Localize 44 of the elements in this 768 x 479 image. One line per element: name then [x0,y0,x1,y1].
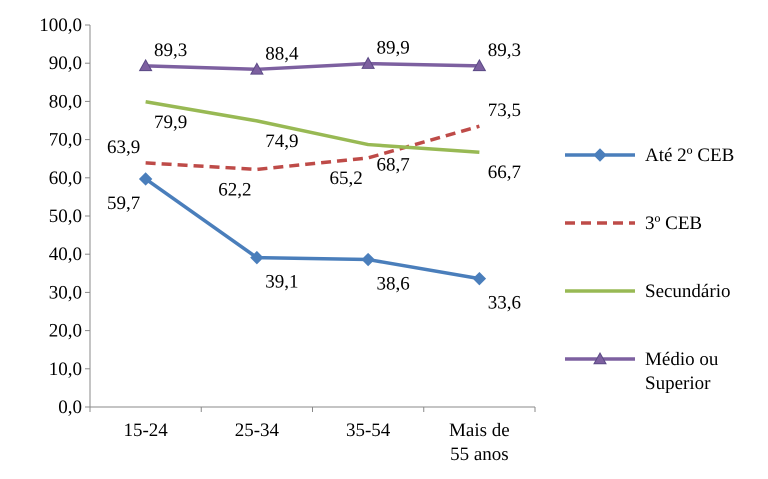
y-tick-label: 60,0 [48,168,82,189]
y-tick-label: 20,0 [48,320,82,342]
point [250,62,264,75]
data-label: 89,9 [376,38,410,59]
x-tick-label: 35-54 [346,420,391,441]
data-label: 73,5 [488,100,521,122]
y-tick-label: 0,0 [58,397,82,418]
data-label: 62,2 [218,179,252,200]
legend-label: Médio ou Superior [645,349,719,394]
data-label: 59,7 [107,192,140,214]
y-tick-label: 30,0 [48,282,82,304]
data-label: 89,3 [154,40,188,61]
y-tick-label: 10,0 [48,358,82,380]
data-label: 66,7 [488,162,521,184]
data-label: 38,6 [376,274,410,295]
y-tick-label: 40,0 [48,244,82,266]
data-label: 33,6 [488,292,521,314]
point [472,272,486,286]
data-label: 68,7 [376,154,410,176]
data-label: 39,1 [265,272,298,293]
point [472,59,486,72]
data-label: 63,9 [107,136,140,158]
legend-label: 3º CEB [645,213,702,234]
point [139,59,152,72]
data-label: 88,4 [265,43,299,64]
legend-label: Até 2º CEB [645,145,734,166]
y-tick-label: 100,0 [39,15,82,36]
point [362,57,375,69]
y-tick-label: 80,0 [48,91,82,112]
data-label: 79,9 [154,112,188,133]
x-tick-label: 25-34 [234,420,280,441]
point [139,172,152,186]
line-series [144,100,482,154]
x-tick-label: Mais de 55 anos [449,420,510,465]
y-tick-label: 50,0 [48,206,82,227]
legend-label: Secundário [645,281,730,302]
data-label: 89,3 [488,40,521,61]
y-tick-label: 70,0 [48,130,82,151]
x-tick-label: 15-24 [123,420,168,441]
point [250,251,264,264]
data-label: 65,2 [330,168,363,189]
y-tick-label: 90,0 [48,53,82,74]
data-label: 74,9 [265,130,298,152]
point [362,253,375,266]
